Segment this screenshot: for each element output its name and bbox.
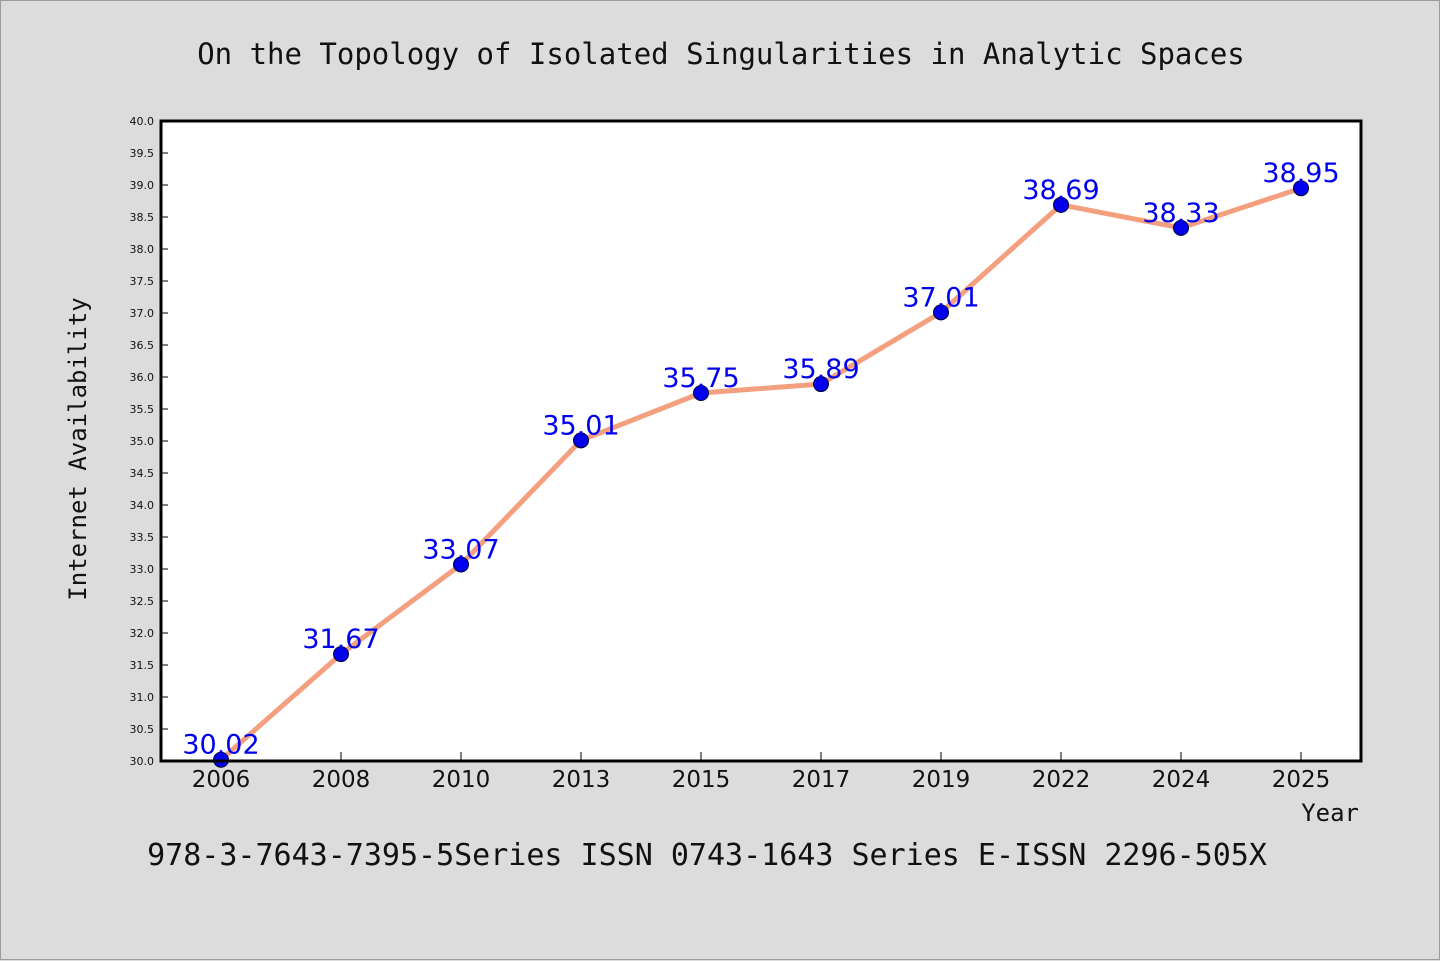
series-line <box>218 185 1304 763</box>
chart-footer: 978-3-7643-7395-5Series ISSN 0743-1643 S… <box>147 838 1267 873</box>
plot-frame <box>159 119 1363 763</box>
y-tick-label: 32.5 <box>130 595 155 608</box>
data-point <box>1293 180 1309 197</box>
data-point <box>933 304 949 321</box>
plot-area <box>161 121 1361 761</box>
x-axis-label: Year <box>1301 799 1359 827</box>
x-tick-label: 2006 <box>192 767 251 793</box>
y-tick-label: 38.0 <box>130 243 155 256</box>
y-tick-label: 31.5 <box>130 659 155 672</box>
data-point <box>573 432 589 449</box>
y-tick-label: 33.5 <box>130 531 155 544</box>
data-point <box>1053 196 1069 213</box>
y-axis-label: Internet Availability <box>64 297 92 600</box>
y-tick-label: 38.5 <box>130 211 155 224</box>
data-point <box>693 385 709 401</box>
data-label: 38.33 <box>1142 198 1219 229</box>
y-tick-label: 35.0 <box>130 435 155 448</box>
y-tick-label: 30.5 <box>130 723 155 736</box>
y-tick-label: 36.0 <box>130 371 155 384</box>
y-tick-label: 34.0 <box>130 499 155 512</box>
x-tick-label: 2008 <box>312 767 371 793</box>
y-tick-label: 31.0 <box>130 691 155 704</box>
data-point <box>333 646 349 663</box>
x-tick-label: 2015 <box>672 767 731 793</box>
y-tick-label: 37.0 <box>130 307 155 320</box>
y-tick-label: 36.5 <box>130 339 155 352</box>
data-label: 30.02 <box>182 730 259 761</box>
y-tick-label: 34.5 <box>130 467 155 480</box>
x-tick-label: 2017 <box>792 767 851 793</box>
y-tick-label: 39.0 <box>130 179 155 192</box>
x-tick-label: 2010 <box>432 767 491 793</box>
data-label: 35.01 <box>542 410 619 441</box>
data-label: 38.95 <box>1262 158 1339 189</box>
x-tick-label: 2024 <box>1152 767 1211 793</box>
y-tick-label: 35.5 <box>130 403 155 416</box>
data-point <box>1173 219 1189 236</box>
y-axis-ticks: 30.0 30.5 31.0 31.5 32.0 32.5 33.0 33.5 34.0 34.5… <box>130 115 168 768</box>
series-layer: 30.02 31.67 33.07 35.01 35.75 35.89 37.01 38.69… <box>182 158 1340 768</box>
chart-title: On the Topology of Isolated Singularitie… <box>197 37 1245 71</box>
data-point <box>453 556 469 573</box>
x-tick-label: 2013 <box>552 767 611 793</box>
data-label: 31.67 <box>302 624 379 655</box>
y-tick-label: 33.0 <box>130 563 155 576</box>
data-label: 33.07 <box>422 535 499 566</box>
y-tick-label: 39.5 <box>130 147 155 160</box>
x-tick-label: 2025 <box>1272 767 1331 793</box>
data-label: 37.01 <box>902 282 979 313</box>
y-tick-label: 40.0 <box>130 115 155 128</box>
data-label: 38.69 <box>1022 175 1099 206</box>
x-tick-label: 2022 <box>1032 767 1091 793</box>
x-axis-ticks: 2006 2008 2010 2013 2015 2017 2019 2022 2024 2025 <box>192 752 1331 793</box>
data-label: 35.75 <box>662 363 739 394</box>
y-tick-label: 32.0 <box>130 627 155 640</box>
data-label: 35.89 <box>782 354 859 385</box>
y-tick-label: 30.0 <box>130 755 155 768</box>
x-tick-label: 2019 <box>912 767 971 793</box>
data-point <box>813 376 829 393</box>
y-tick-label: 37.5 <box>130 275 155 288</box>
